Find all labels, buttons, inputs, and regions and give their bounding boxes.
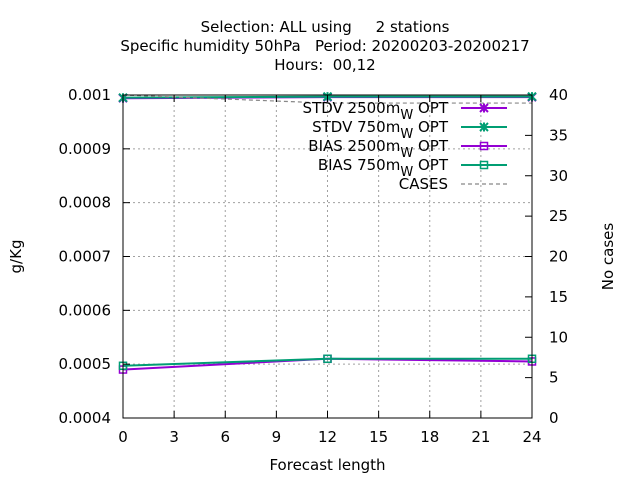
ticks: 0 3 6 9 12 15 18 21 24 0.0004 0.0005 0.0006 0.0007 0.…: [59, 86, 569, 446]
chart-title: Selection: ALL using 2 stationsSpecific …: [120, 18, 529, 74]
legend-item: STDV 750mW OPT: [312, 118, 507, 142]
legend-label: CASES: [399, 175, 448, 193]
y2-tick-label: 30: [549, 167, 568, 185]
x-tick-label: 6: [220, 428, 230, 446]
series-line: [122, 94, 532, 104]
axis-titles: Forecast length g/Kg No cases: [7, 223, 617, 474]
legend-suffix: OPT: [413, 99, 449, 117]
legend-name: STDV 750m: [312, 118, 400, 136]
legend-subscript: W: [400, 127, 413, 142]
y2-tick-label: 35: [549, 126, 568, 144]
legend-subscript: W: [400, 108, 413, 123]
y2-tick-label: 15: [549, 288, 568, 306]
legend-item: STDV 2500mW OPT: [303, 99, 507, 123]
legend-subscript: W: [400, 146, 413, 161]
legend-suffix: OPT: [413, 156, 449, 174]
x-tick-label: 15: [369, 428, 388, 446]
legend-name: CASES: [399, 175, 448, 193]
legend-item: CASES: [399, 175, 507, 193]
legend-label: BIAS 750mW OPT: [318, 156, 449, 180]
series-4: [122, 94, 532, 104]
y2-tick-label: 5: [549, 369, 559, 387]
y2-tick-label: 20: [549, 248, 568, 266]
x-tick-label: 0: [118, 428, 128, 446]
x-tick-label: 9: [272, 428, 282, 446]
title-line: Selection: ALL using 2 stations: [201, 18, 450, 36]
grid: [123, 95, 532, 418]
legend-label: STDV 2500mW OPT: [303, 99, 449, 123]
legend-label: STDV 750mW OPT: [312, 118, 449, 142]
y2-tick-label: 0: [549, 409, 559, 427]
legend-name: STDV 2500m: [303, 99, 401, 117]
data-point: [323, 354, 332, 364]
legend-label: BIAS 2500mW OPT: [308, 137, 449, 161]
y-tick-label: 0.001: [68, 86, 111, 104]
y2-tick-label: 10: [549, 328, 568, 346]
legend-subscript: W: [400, 165, 413, 180]
series-line: [122, 357, 532, 367]
x-tick-label: 18: [420, 428, 439, 446]
legend-suffix: OPT: [413, 118, 449, 136]
title-line: Hours: 00,12: [274, 56, 375, 74]
y2-tick-label: 40: [549, 86, 568, 104]
legend-name: BIAS 750m: [318, 156, 401, 174]
x-tick-label: 12: [318, 428, 337, 446]
x-axis-title: Forecast length: [269, 456, 385, 474]
x-tick-label: 3: [169, 428, 179, 446]
data-point: [479, 103, 489, 113]
legend-name: BIAS 2500m: [308, 137, 400, 155]
y2-axis-title: No cases: [599, 223, 617, 291]
title-line: Specific humidity 50hPa Period: 20200203…: [120, 37, 529, 55]
y-tick-label: 0.0006: [59, 301, 112, 319]
y-tick-label: 0.0008: [59, 194, 112, 212]
y-tick-label: 0.0004: [59, 409, 112, 427]
data-point: [479, 160, 489, 170]
legend-item: BIAS 2500mW OPT: [308, 137, 507, 161]
y-tick-label: 0.0005: [59, 355, 112, 373]
y-tick-label: 0.0009: [59, 140, 112, 158]
data-point: [479, 122, 489, 132]
legend-item: BIAS 750mW OPT: [318, 156, 507, 180]
x-tick-label: 21: [471, 428, 490, 446]
y-tick-label: 0.0007: [59, 248, 112, 266]
legend-suffix: OPT: [413, 137, 449, 155]
y-axis-title: g/Kg: [7, 240, 25, 274]
x-tick-label: 24: [522, 428, 541, 446]
data-point: [479, 141, 489, 151]
y2-tick-label: 25: [549, 207, 568, 225]
